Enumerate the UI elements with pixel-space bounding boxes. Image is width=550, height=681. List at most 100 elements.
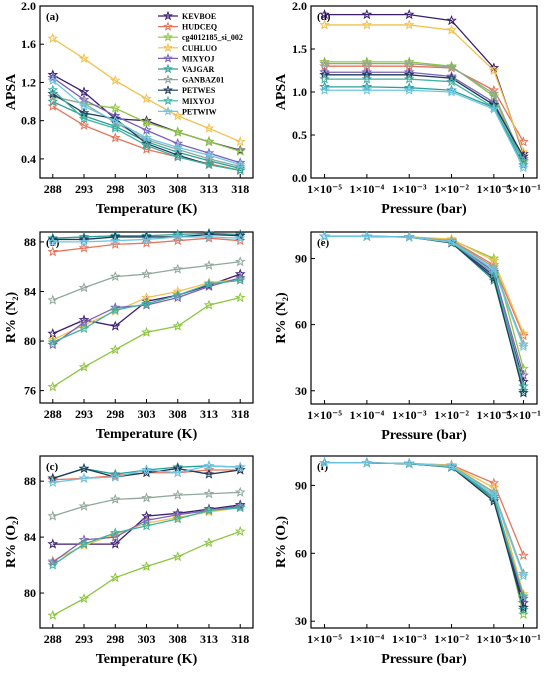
series-line bbox=[52, 297, 241, 388]
data-point bbox=[78, 100, 90, 111]
data-point bbox=[78, 236, 90, 247]
data-point bbox=[141, 467, 152, 478]
data-point bbox=[361, 73, 373, 84]
data-point bbox=[203, 231, 215, 242]
data-point bbox=[361, 81, 373, 92]
x-tick-label: 293 bbox=[75, 182, 93, 196]
data-point bbox=[234, 274, 246, 285]
data-point bbox=[172, 231, 184, 242]
x-tick-label: 313 bbox=[200, 182, 218, 196]
data-point bbox=[203, 278, 215, 289]
data-point bbox=[109, 344, 121, 355]
series-line bbox=[52, 261, 241, 301]
data-point bbox=[47, 381, 59, 392]
series-petwes bbox=[319, 69, 529, 162]
legend-swatch-marker bbox=[163, 74, 173, 84]
chart-panel-1: 0.4 0.8 1.2 1.6 2.0 288 293 298 303 308 313 318 Temp… bbox=[4, 0, 254, 217]
legend-swatch-marker bbox=[163, 106, 173, 116]
series-line bbox=[52, 105, 241, 171]
data-point bbox=[78, 323, 90, 334]
data-point bbox=[361, 230, 373, 241]
data-point bbox=[172, 463, 184, 474]
series-line bbox=[52, 507, 241, 566]
data-point bbox=[518, 162, 529, 173]
data-point bbox=[234, 525, 246, 537]
data-point bbox=[172, 235, 184, 246]
data-point bbox=[203, 460, 215, 471]
data-point bbox=[203, 504, 215, 516]
y-tick-label: 0.8 bbox=[21, 114, 36, 128]
y-tick-label: 0.4 bbox=[21, 152, 36, 166]
data-point bbox=[488, 88, 500, 99]
series-line bbox=[324, 24, 525, 153]
series-line bbox=[52, 530, 241, 616]
chart-panel-3: 76 80 84 88 288 293 298 303 308 313 318 Temperature… bbox=[4, 227, 254, 442]
data-point bbox=[446, 15, 457, 26]
legend-swatch-marker bbox=[163, 95, 173, 106]
data-point bbox=[47, 559, 59, 570]
data-point bbox=[47, 294, 59, 305]
data-point bbox=[488, 495, 500, 506]
series-mixyoj bbox=[47, 274, 246, 347]
x-tick-label: 1×10⁻⁵ bbox=[307, 408, 342, 422]
x-tick-label: 288 bbox=[44, 182, 62, 196]
x-tick-label: 308 bbox=[169, 407, 187, 421]
data-point bbox=[109, 302, 121, 313]
data-point bbox=[319, 69, 330, 80]
data-point bbox=[446, 86, 457, 97]
panel-label: (a) bbox=[46, 11, 59, 23]
data-point bbox=[518, 590, 529, 601]
x-tick-label: 313 bbox=[200, 632, 218, 646]
series-petwiw bbox=[47, 460, 246, 488]
legend-swatch-marker bbox=[163, 53, 173, 63]
data-point bbox=[172, 263, 184, 274]
series-line bbox=[324, 78, 525, 162]
series-petwiw bbox=[319, 84, 529, 173]
series-petwiw bbox=[319, 457, 529, 581]
data-point bbox=[403, 58, 415, 69]
data-point bbox=[47, 32, 59, 44]
data-point bbox=[403, 69, 415, 80]
data-point bbox=[203, 259, 215, 270]
series-cg4012185-si-002 bbox=[319, 230, 529, 374]
y-tick-label: 80 bbox=[24, 334, 36, 348]
series-mixyoj bbox=[47, 502, 246, 570]
data-point bbox=[78, 534, 90, 545]
data-point bbox=[172, 467, 184, 478]
data-point bbox=[109, 320, 121, 331]
data-point bbox=[47, 236, 59, 247]
series-ganbaz01 bbox=[47, 486, 246, 521]
legend-item: KEVBOE bbox=[158, 10, 216, 21]
series-mixyoj bbox=[319, 230, 529, 380]
data-point bbox=[403, 82, 415, 93]
x-tick-label: 1×10⁻⁵ bbox=[307, 182, 342, 196]
data-point bbox=[319, 19, 330, 30]
x-tick-label: 1×10⁻⁵ bbox=[307, 632, 342, 646]
y-tick-label: 90 bbox=[295, 251, 307, 265]
legend-label: VAJGAR bbox=[182, 65, 215, 74]
data-point bbox=[403, 457, 415, 468]
data-point bbox=[488, 103, 500, 114]
series-kevboe bbox=[319, 457, 529, 608]
data-point bbox=[361, 9, 373, 20]
series-petwiw bbox=[47, 74, 246, 170]
data-point bbox=[319, 58, 330, 69]
data-point bbox=[319, 230, 330, 241]
data-point bbox=[141, 520, 152, 531]
series-cg4012185-si-002 bbox=[47, 292, 246, 392]
series-mixyoj bbox=[319, 457, 529, 604]
series-kevboe bbox=[319, 230, 529, 387]
x-tick-label: 308 bbox=[169, 182, 187, 196]
data-point bbox=[403, 84, 415, 95]
data-point bbox=[172, 320, 184, 331]
data-point bbox=[234, 502, 246, 513]
data-point bbox=[234, 272, 246, 283]
data-point bbox=[109, 74, 121, 86]
x-tick-label: 5×10⁻¹ bbox=[506, 182, 541, 196]
plot-frame bbox=[39, 455, 254, 629]
data-point bbox=[203, 468, 215, 479]
chart-panel-2: 0.0 0.5 1.0 1.5 2.0 1×10⁻⁵ 1×10⁻⁴ 1×10⁻³ 1×10⁻² 1… bbox=[274, 0, 541, 217]
data-point bbox=[78, 593, 90, 604]
y-tick-label: 1.2 bbox=[21, 75, 36, 89]
